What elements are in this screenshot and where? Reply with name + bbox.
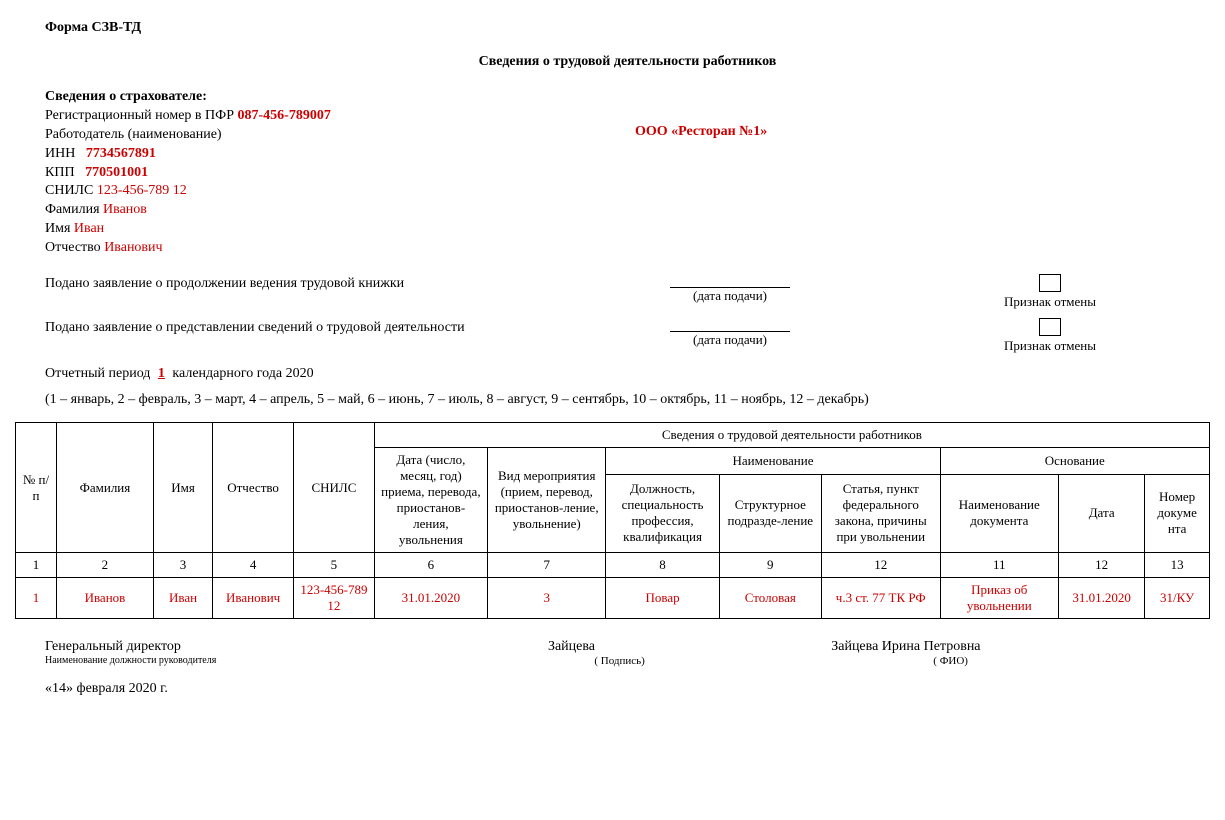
cell-date: 31.01.2020 (374, 578, 487, 619)
sig-role-caption: Наименование должности руководителя (45, 655, 408, 666)
sig-fio-caption: ( ФИО) (831, 655, 1070, 667)
colnum: 7 (487, 553, 606, 578)
colnum: 12 (1059, 553, 1145, 578)
colnum: 11 (940, 553, 1059, 578)
insurer-block: Сведения о страхователе: Регистрационный… (45, 88, 1210, 258)
applications-block: Подано заявление о продолжении ведения т… (45, 274, 1210, 354)
sig-sign-name: Зайцева (548, 639, 691, 655)
form-name: Форма СЗВ-ТД (45, 20, 1210, 36)
th-firstname: Имя (153, 423, 212, 553)
th-naming: Наименование (606, 448, 940, 475)
application-row: Подано заявление о продолжении ведения т… (45, 274, 1210, 310)
employer-label: Работодатель (наименование) (45, 126, 1210, 145)
th-article: Статья, пункт федерального закона, причи… (821, 474, 940, 552)
cell-num: 1 (16, 578, 57, 619)
colnum: 6 (374, 553, 487, 578)
cell-event: 3 (487, 578, 606, 619)
period-suffix: календарного года 2020 (172, 366, 313, 381)
th-position: Должность, специальность профессия, квал… (606, 474, 719, 552)
main-title: Сведения о трудовой деятельности работни… (45, 54, 1210, 70)
colnum: 1 (16, 553, 57, 578)
cell-snils: 123-456-789 12 (294, 578, 375, 619)
lastname-value: Иванов (103, 202, 147, 217)
th-event: Вид мероприятия (прием, перевод, приоста… (487, 448, 606, 553)
cell-docname: Приказ об увольнении (940, 578, 1059, 619)
colnum: 9 (719, 553, 821, 578)
cancel-caption-2: Признак отмены (960, 338, 1140, 354)
colnum: 13 (1145, 553, 1210, 578)
period-prefix: Отчетный период (45, 366, 150, 381)
application-row: Подано заявление о представлении сведени… (45, 318, 1210, 354)
kpp-value: 770501001 (85, 165, 148, 180)
main-table: № п/п Фамилия Имя Отчество СНИЛС Сведени… (15, 422, 1210, 619)
cell-lastname: Иванов (56, 578, 153, 619)
inn-label: ИНН (45, 146, 75, 161)
period-line: Отчетный период 1 календарного года 2020 (45, 366, 1210, 382)
th-num: № п/п (16, 423, 57, 553)
patronymic-value: Иванович (104, 240, 162, 255)
snils-value: 123-456-789 12 (97, 183, 187, 198)
colnum: 4 (213, 553, 294, 578)
sig-fio-name: Зайцева Ирина Петровна (831, 639, 1070, 655)
th-patronymic: Отчество (213, 423, 294, 553)
table-row: 1 Иванов Иван Иванович 123-456-789 12 31… (16, 578, 1210, 619)
cell-position: Повар (606, 578, 719, 619)
app1-label: Подано заявление о продолжении ведения т… (45, 274, 640, 292)
th-unit: Структурное подразде-ление (719, 474, 821, 552)
sig-role: Генеральный директор (45, 639, 408, 655)
cell-firstname: Иван (153, 578, 212, 619)
months-legend: (1 – январь, 2 – февраль, 3 – март, 4 – … (45, 392, 1210, 408)
cell-docdate: 31.01.2020 (1059, 578, 1145, 619)
reg-value: 087-456-789007 (238, 108, 331, 123)
cell-patronymic: Иванович (213, 578, 294, 619)
sig-sign-caption: ( Подпись) (548, 655, 691, 667)
date-line-2 (670, 318, 790, 332)
app2-label: Подано заявление о представлении сведени… (45, 318, 640, 336)
cell-unit: Столовая (719, 578, 821, 619)
insurer-heading: Сведения о страхователе: (45, 88, 1210, 107)
th-super: Сведения о трудовой деятельности работни… (374, 423, 1209, 448)
th-snils: СНИЛС (294, 423, 375, 553)
date-caption-1: (дата подачи) (640, 288, 820, 304)
kpp-label: КПП (45, 165, 75, 180)
cell-docnum: 31/КУ (1145, 578, 1210, 619)
org-name: ООО «Ресторан №1» (635, 124, 767, 140)
date-line-1 (670, 274, 790, 288)
inn-value: 7734567891 (86, 146, 156, 161)
firstname-value: Иван (74, 221, 104, 236)
th-docdate: Дата (1059, 474, 1145, 552)
period-num: 1 (154, 366, 169, 381)
colnum: 2 (56, 553, 153, 578)
th-docnum: Номер докуме нта (1145, 474, 1210, 552)
cell-article: ч.3 ст. 77 ТК РФ (821, 578, 940, 619)
cancel-box-2[interactable] (1039, 318, 1061, 336)
th-reason: Основание (940, 448, 1209, 475)
th-lastname: Фамилия (56, 423, 153, 553)
colnum: 3 (153, 553, 212, 578)
colnum-row: 1 2 3 4 5 6 7 8 9 12 11 12 13 (16, 553, 1210, 578)
cancel-box-1[interactable] (1039, 274, 1061, 292)
th-docname: Наименование документа (940, 474, 1059, 552)
th-date: Дата (число, месяц, год) приема, перевод… (374, 448, 487, 553)
colnum: 8 (606, 553, 719, 578)
firstname-label: Имя (45, 221, 70, 236)
cancel-caption-1: Признак отмены (960, 294, 1140, 310)
patronymic-label: Отчество (45, 240, 101, 255)
reg-label: Регистрационный номер в ПФР (45, 108, 234, 123)
date-caption-2: (дата подачи) (640, 332, 820, 348)
colnum: 5 (294, 553, 375, 578)
signature-block: Генеральный директор Наименование должно… (45, 639, 1210, 667)
snils-label: СНИЛС (45, 183, 93, 198)
colnum: 12 (821, 553, 940, 578)
lastname-label: Фамилия (45, 202, 100, 217)
footer-date: «14» февраля 2020 г. (45, 681, 1210, 697)
